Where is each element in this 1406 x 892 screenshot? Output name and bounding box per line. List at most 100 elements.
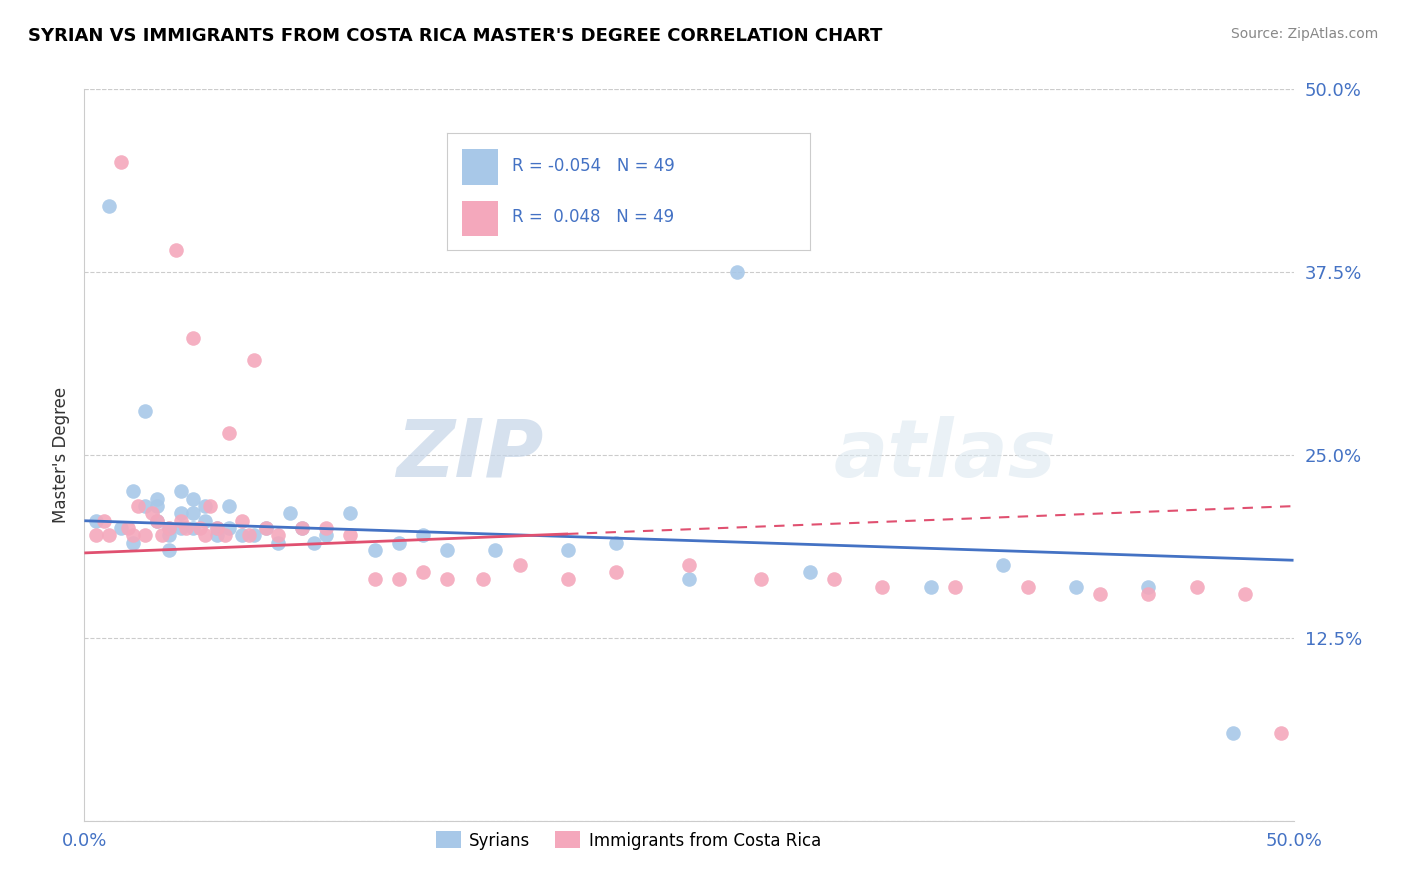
Point bbox=[157, 528, 180, 542]
Legend: Syrians, Immigrants from Costa Rica: Syrians, Immigrants from Costa Rica bbox=[429, 825, 828, 856]
Point bbox=[242, 352, 264, 367]
Point bbox=[117, 521, 139, 535]
Point bbox=[1137, 580, 1160, 594]
Point bbox=[181, 521, 204, 535]
Point bbox=[267, 535, 290, 549]
Point bbox=[146, 514, 169, 528]
Point bbox=[412, 565, 434, 579]
Point bbox=[751, 572, 773, 586]
Point bbox=[823, 572, 845, 586]
Text: Source: ZipAtlas.com: Source: ZipAtlas.com bbox=[1230, 27, 1378, 41]
Point bbox=[214, 528, 236, 542]
Point bbox=[993, 558, 1015, 572]
Point bbox=[725, 265, 748, 279]
Point bbox=[388, 535, 411, 549]
Point bbox=[110, 521, 132, 535]
Point bbox=[146, 499, 169, 513]
Point bbox=[170, 484, 193, 499]
Text: SYRIAN VS IMMIGRANTS FROM COSTA RICA MASTER'S DEGREE CORRELATION CHART: SYRIAN VS IMMIGRANTS FROM COSTA RICA MAS… bbox=[28, 27, 883, 45]
Point bbox=[920, 580, 942, 594]
Point bbox=[174, 521, 197, 535]
Point bbox=[121, 484, 143, 499]
Point bbox=[315, 521, 337, 535]
Point bbox=[146, 491, 169, 506]
Point bbox=[605, 565, 627, 579]
Point bbox=[207, 521, 229, 535]
Point bbox=[86, 528, 108, 542]
Point bbox=[157, 543, 180, 558]
Point bbox=[339, 507, 361, 521]
Point bbox=[218, 425, 240, 440]
Point bbox=[110, 155, 132, 169]
Point bbox=[605, 535, 627, 549]
Point bbox=[267, 528, 290, 542]
Point bbox=[198, 499, 221, 513]
Point bbox=[97, 528, 120, 542]
Point bbox=[231, 528, 253, 542]
Point bbox=[1088, 587, 1111, 601]
Point bbox=[127, 499, 149, 513]
Point bbox=[436, 543, 458, 558]
Point bbox=[170, 521, 193, 535]
Point bbox=[218, 499, 240, 513]
Point bbox=[388, 572, 411, 586]
Point bbox=[472, 572, 495, 586]
Point bbox=[170, 514, 193, 528]
Point bbox=[194, 514, 217, 528]
Point bbox=[254, 521, 277, 535]
Point bbox=[207, 528, 229, 542]
Point bbox=[1017, 580, 1039, 594]
Y-axis label: Master's Degree: Master's Degree bbox=[52, 387, 70, 523]
Point bbox=[1270, 726, 1292, 740]
Point bbox=[291, 521, 314, 535]
Point bbox=[315, 528, 337, 542]
Point bbox=[363, 572, 385, 586]
Point bbox=[291, 521, 314, 535]
Point bbox=[134, 404, 156, 418]
Point bbox=[150, 528, 173, 542]
Point bbox=[278, 507, 301, 521]
Point bbox=[363, 543, 385, 558]
Point bbox=[1234, 587, 1257, 601]
Point bbox=[121, 535, 143, 549]
Point bbox=[799, 565, 821, 579]
Point bbox=[231, 514, 253, 528]
Point bbox=[412, 528, 434, 542]
Point bbox=[207, 521, 229, 535]
Point bbox=[218, 521, 240, 535]
Point bbox=[238, 528, 260, 542]
Point bbox=[1222, 726, 1244, 740]
Point bbox=[181, 507, 204, 521]
Point bbox=[157, 521, 180, 535]
Point bbox=[170, 507, 193, 521]
Point bbox=[678, 558, 700, 572]
Point bbox=[1137, 587, 1160, 601]
Point bbox=[302, 535, 325, 549]
Point bbox=[97, 199, 120, 213]
Point bbox=[943, 580, 966, 594]
Point bbox=[93, 514, 115, 528]
Point bbox=[86, 514, 108, 528]
Point bbox=[134, 528, 156, 542]
Text: atlas: atlas bbox=[834, 416, 1057, 494]
Text: ZIP: ZIP bbox=[396, 416, 544, 494]
Point bbox=[165, 243, 187, 257]
Point bbox=[1064, 580, 1087, 594]
Point bbox=[557, 543, 579, 558]
Point bbox=[557, 572, 579, 586]
Point bbox=[194, 499, 217, 513]
Point bbox=[181, 331, 204, 345]
Point bbox=[242, 528, 264, 542]
Point bbox=[146, 514, 169, 528]
Point bbox=[254, 521, 277, 535]
Point bbox=[134, 499, 156, 513]
Point bbox=[872, 580, 894, 594]
Point bbox=[339, 528, 361, 542]
Point bbox=[484, 543, 506, 558]
Point bbox=[181, 491, 204, 506]
Point bbox=[157, 521, 180, 535]
Point bbox=[1185, 580, 1208, 594]
Point bbox=[190, 521, 212, 535]
Point bbox=[436, 572, 458, 586]
Point bbox=[141, 507, 163, 521]
